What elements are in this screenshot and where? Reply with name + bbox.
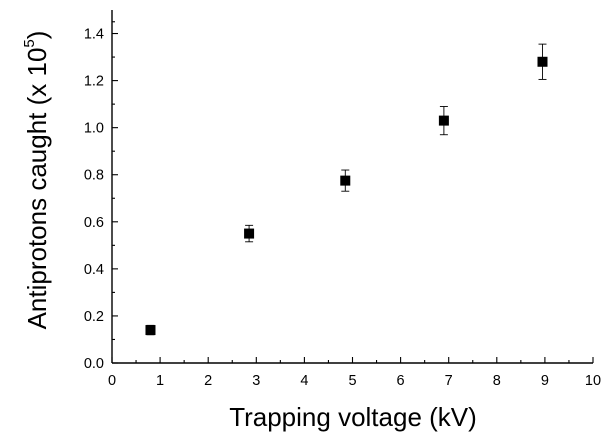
data-point (244, 224, 255, 243)
y-tick-label: 0.4 (84, 262, 104, 278)
x-tick-label: 0 (108, 373, 116, 389)
data-point (340, 169, 351, 192)
x-tick-label: 5 (348, 373, 356, 389)
y-axis-title: Antiprotons caught (x 105) (21, 31, 52, 330)
x-axis-ticks: 0 1 2 3 4 5 6 7 8 9 10 (108, 357, 601, 389)
y-tick-label: 1.0 (84, 121, 104, 137)
x-axis-title: Trapping voltage (kV) (229, 402, 477, 432)
x-tick-label: 10 (585, 373, 601, 389)
y-tick-label: 1.2 (84, 74, 104, 90)
y-tick-label: 0.6 (84, 215, 104, 231)
data-points (145, 43, 548, 336)
y-axis-title-main: Antiprotons caught (x 10 (22, 48, 52, 330)
y-tick-label: 0.8 (84, 168, 104, 184)
data-point (537, 43, 548, 80)
y-axis-title-close: ) (22, 31, 52, 40)
square-marker (340, 175, 351, 186)
x-tick-label: 6 (397, 373, 405, 389)
square-marker (438, 115, 449, 126)
x-tick-label: 7 (445, 373, 453, 389)
y-tick-label: 0.2 (84, 309, 104, 325)
axes (111, 10, 593, 364)
x-tick-label: 2 (204, 373, 212, 389)
y-axis-ticks: 0.0 0.2 0.4 0.6 0.8 1.0 1.2 1.4 (84, 21, 118, 372)
square-marker (244, 228, 255, 239)
x-tick-label: 9 (541, 373, 549, 389)
data-point (145, 324, 156, 336)
data-point (438, 106, 449, 136)
y-axis-title-superscript: 5 (21, 39, 38, 47)
square-marker (537, 56, 548, 67)
y-tick-label: 1.4 (84, 27, 104, 43)
x-tick-label: 1 (156, 373, 164, 389)
x-tick-label: 3 (252, 373, 260, 389)
y-tick-label: 0.0 (84, 356, 104, 372)
x-tick-label: 4 (300, 373, 308, 389)
square-marker (145, 325, 156, 336)
x-tick-label: 8 (493, 373, 501, 389)
